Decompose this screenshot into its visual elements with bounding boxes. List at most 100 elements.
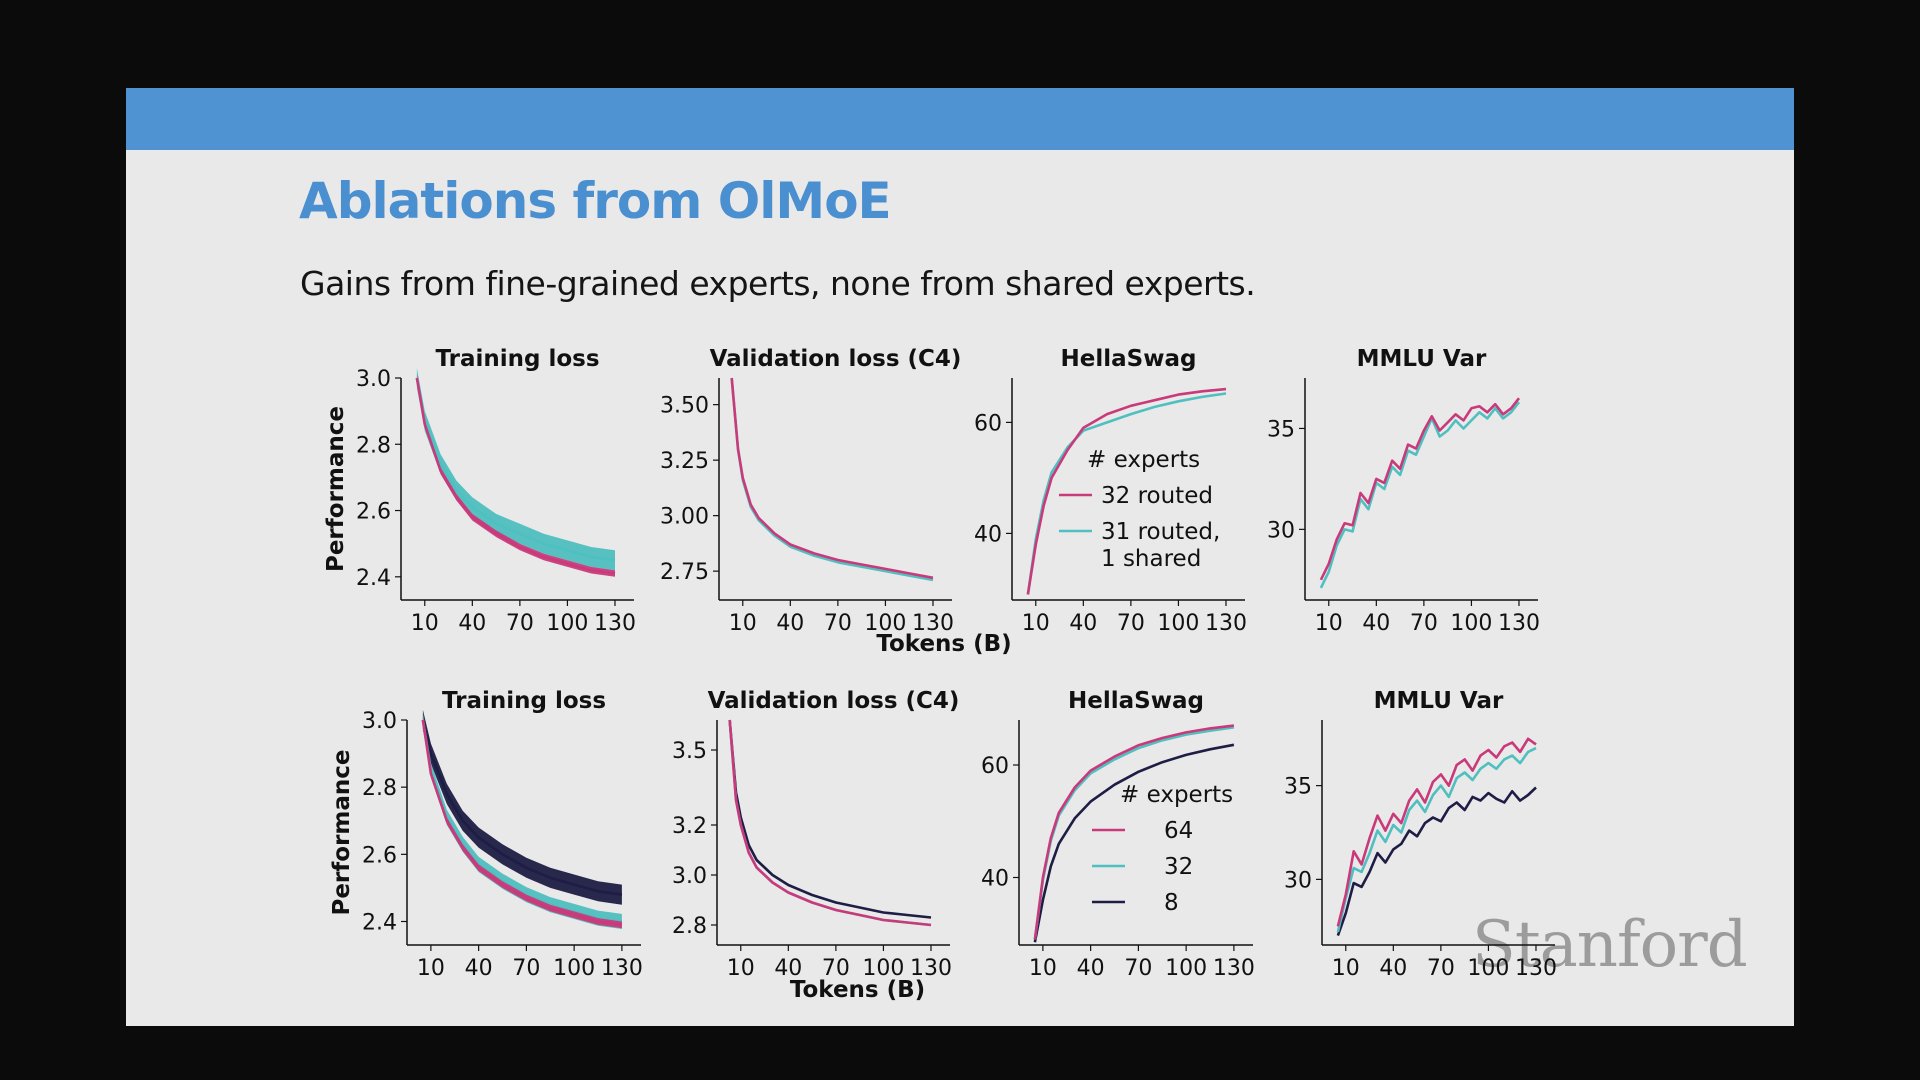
x-tick-label: 10 [417,956,445,981]
x-tick-label: 40 [458,611,486,636]
chart-title: Validation loss (C4) [710,346,962,372]
chart-title: HellaSwag [1061,346,1197,372]
legend-title: # experts [1087,447,1200,473]
x-tick-label: 10 [1029,956,1057,981]
x-tick-label: 70 [506,611,534,636]
x-tick-label: 100 [553,956,595,981]
chart-title: Validation loss (C4) [708,688,960,714]
x-tick-label: 70 [1124,956,1152,981]
series-band-32 [422,712,622,929]
x-tick-label: 130 [912,611,954,636]
series-line-64 [1336,737,1537,927]
x-tick-label: 40 [776,611,804,636]
x-tick-label: 40 [774,956,802,981]
series-line-8 [1336,786,1537,937]
x-tick-label: 70 [512,956,540,981]
y-tick-label: 2.4 [356,566,391,591]
x-tick-label: 130 [910,956,952,981]
y-tick-label: 40 [981,867,1009,892]
x-tick-label: 100 [1450,611,1492,636]
slide-subtitle: Gains from fine-grained experts, none fr… [300,264,1256,303]
legend-label: 31 routed, [1101,519,1220,545]
y-tick-label: 60 [981,754,1009,779]
x-tick-label: 100 [864,611,906,636]
x-tick-label: 10 [729,611,757,636]
chart-title: Training loss [442,688,606,714]
series-line-31-routed-1-shared [415,377,616,562]
x-tick-label: 100 [546,611,588,636]
x-tick-label: 40 [465,956,493,981]
series-line-8 [728,719,932,919]
x-tick-label: 130 [1515,956,1557,981]
x-tick-label: 70 [1410,611,1438,636]
y-tick-label: 2.6 [356,500,391,525]
series-line-31-routed-1-shared [730,377,934,582]
series-band-31-routed-1-shared [416,368,615,571]
y-tick-label: 35 [1284,775,1312,800]
series-line-32-routed [730,377,934,580]
x-tick-label: 40 [1362,611,1390,636]
x-axis-label: Tokens (B) [876,631,1011,657]
x-tick-label: 130 [1213,956,1255,981]
series-line-64 [1033,724,1235,940]
y-axis-label: Performance [323,406,349,572]
chart-title: MMLU Var [1357,346,1487,372]
y-tick-label: 35 [1267,417,1295,442]
y-tick-label: 40 [974,522,1002,547]
x-tick-label: 10 [1315,611,1343,636]
legend-label: 32 [1164,854,1193,880]
y-tick-label: 2.8 [362,776,397,801]
x-axis-label: Tokens (B) [790,977,925,1003]
x-tick-label: 130 [594,611,636,636]
legend-label: 64 [1164,818,1193,844]
x-tick-label: 70 [1427,956,1455,981]
x-tick-label: 130 [1205,611,1247,636]
x-tick-label: 70 [824,611,852,636]
x-tick-label: 100 [1157,611,1199,636]
series-line-32-routed [1026,387,1227,595]
y-tick-label: 2.4 [362,910,397,935]
y-tick-label: 3.00 [660,505,709,530]
y-tick-label: 3.0 [356,367,391,392]
x-tick-label: 100 [1165,956,1207,981]
series-line-32-routed [1319,397,1521,581]
x-tick-label: 10 [1022,611,1050,636]
chart-title: MMLU Var [1374,688,1504,714]
x-tick-label: 100 [862,956,904,981]
x-tick-label: 40 [1379,956,1407,981]
x-tick-label: 10 [1332,956,1360,981]
chart-title: Training loss [435,346,599,372]
legend-label: 1 shared [1101,546,1201,572]
x-tick-label: 100 [1467,956,1509,981]
x-tick-label: 40 [1069,611,1097,636]
y-tick-label: 2.75 [660,560,709,585]
series-line-32 [728,719,932,927]
x-tick-label: 70 [1117,611,1145,636]
x-tick-label: 130 [601,956,643,981]
y-tick-label: 30 [1284,868,1312,893]
x-tick-label: 70 [822,956,850,981]
y-tick-label: 2.8 [672,914,707,939]
series-line-8 [1033,743,1235,943]
series-band-8 [422,709,622,905]
y-tick-label: 60 [974,411,1002,436]
legend-label: 8 [1164,890,1179,916]
y-tick-label: 2.6 [362,843,397,868]
y-tick-label: 3.0 [362,709,397,734]
y-tick-label: 3.0 [672,864,707,889]
series-line-8 [421,719,623,896]
legend-title: # experts [1120,782,1233,808]
y-tick-label: 3.2 [672,814,707,839]
y-tick-label: 3.25 [660,449,709,474]
series-line-64 [421,719,623,927]
slide-title: Ablations from OlMoE [299,172,892,230]
header-bar [126,88,1794,150]
series-line-32 [1336,746,1537,933]
y-tick-label: 30 [1267,518,1295,543]
x-tick-label: 40 [1077,956,1105,981]
y-tick-label: 2.8 [356,433,391,458]
y-tick-label: 3.50 [660,394,709,419]
series-line-31-routed-1-shared [1319,401,1521,589]
chart-title: HellaSwag [1068,688,1204,714]
